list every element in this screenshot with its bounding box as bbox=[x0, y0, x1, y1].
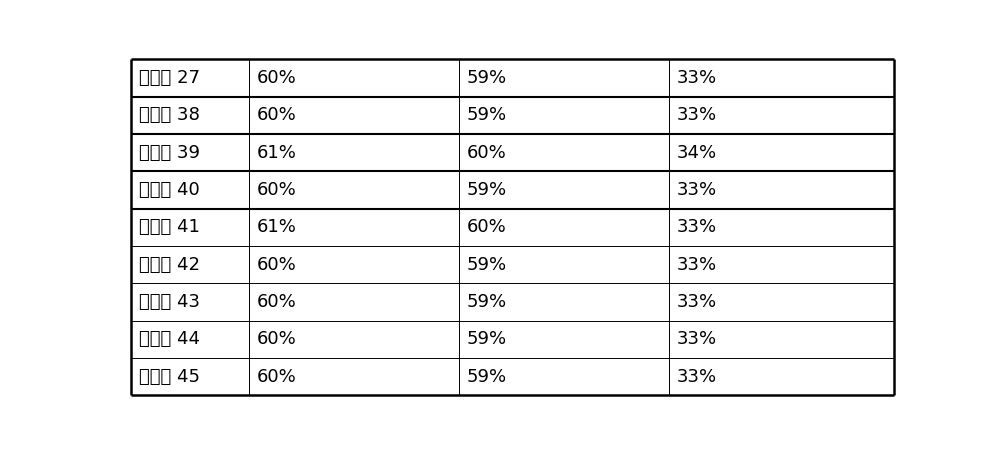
Text: 60%: 60% bbox=[257, 256, 297, 274]
Text: 实施例 39: 实施例 39 bbox=[139, 144, 200, 162]
Text: 实施例 42: 实施例 42 bbox=[139, 256, 200, 274]
Text: 60%: 60% bbox=[257, 368, 297, 386]
Text: 33%: 33% bbox=[677, 330, 717, 348]
Text: 60%: 60% bbox=[257, 293, 297, 311]
Text: 实施例 45: 实施例 45 bbox=[139, 368, 200, 386]
Text: 实施例 40: 实施例 40 bbox=[139, 181, 200, 199]
Text: 61%: 61% bbox=[257, 144, 297, 162]
Text: 60%: 60% bbox=[257, 69, 297, 87]
Text: 60%: 60% bbox=[257, 181, 297, 199]
Text: 59%: 59% bbox=[467, 106, 507, 124]
Text: 33%: 33% bbox=[677, 368, 717, 386]
Text: 60%: 60% bbox=[467, 218, 507, 236]
Text: 61%: 61% bbox=[257, 218, 297, 236]
Text: 59%: 59% bbox=[467, 69, 507, 87]
Text: 33%: 33% bbox=[677, 293, 717, 311]
Text: 60%: 60% bbox=[257, 106, 297, 124]
Text: 59%: 59% bbox=[467, 368, 507, 386]
Text: 实施例 38: 实施例 38 bbox=[139, 106, 200, 124]
Text: 33%: 33% bbox=[677, 106, 717, 124]
Text: 实施例 44: 实施例 44 bbox=[139, 330, 200, 348]
Text: 59%: 59% bbox=[467, 181, 507, 199]
Text: 59%: 59% bbox=[467, 293, 507, 311]
Text: 实施例 27: 实施例 27 bbox=[139, 69, 200, 87]
Text: 33%: 33% bbox=[677, 181, 717, 199]
Text: 60%: 60% bbox=[467, 144, 507, 162]
Text: 实施例 41: 实施例 41 bbox=[139, 218, 200, 236]
Text: 59%: 59% bbox=[467, 330, 507, 348]
Text: 33%: 33% bbox=[677, 218, 717, 236]
Text: 34%: 34% bbox=[677, 144, 717, 162]
Text: 59%: 59% bbox=[467, 256, 507, 274]
Text: 33%: 33% bbox=[677, 69, 717, 87]
Text: 60%: 60% bbox=[257, 330, 297, 348]
Text: 实施例 43: 实施例 43 bbox=[139, 293, 200, 311]
Text: 33%: 33% bbox=[677, 256, 717, 274]
